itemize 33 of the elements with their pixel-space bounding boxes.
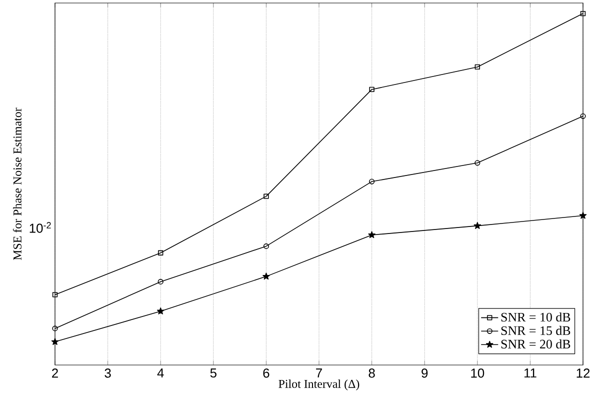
point xyxy=(156,307,164,314)
x-tick-label: 4 xyxy=(157,368,164,378)
x-axis-title: Pilot Interval (Δ) xyxy=(278,380,360,390)
x-tick-label: 7 xyxy=(316,368,322,378)
point xyxy=(474,222,482,229)
y-axis-title: MSE for Phase Noise Estimator xyxy=(12,108,22,260)
point xyxy=(369,86,374,92)
point xyxy=(580,10,586,16)
point xyxy=(158,278,164,284)
x-tick-label: 6 xyxy=(263,368,270,378)
x-tick-label: 11 xyxy=(524,368,536,378)
point xyxy=(263,243,269,249)
legend-label: SNR = 10 dB xyxy=(501,312,570,322)
point xyxy=(474,64,480,70)
x-tick-label: 5 xyxy=(210,368,216,378)
x-tick-label: 12 xyxy=(576,368,590,378)
point xyxy=(52,292,58,298)
point xyxy=(579,212,587,219)
point xyxy=(262,272,270,280)
point xyxy=(51,338,59,345)
x-tick-label: 10 xyxy=(471,368,484,378)
point xyxy=(264,194,269,199)
legend-label: SNR = 15 dB xyxy=(501,326,570,336)
x-tick-label: 9 xyxy=(422,368,428,378)
x-tick-label: 2 xyxy=(52,368,58,378)
text: 10$^{-2}$ xyxy=(30,222,51,233)
point xyxy=(368,231,376,238)
x-tick-label: 3 xyxy=(104,368,111,378)
point xyxy=(474,160,480,166)
x-tick-label: 8 xyxy=(368,368,375,378)
point xyxy=(369,178,375,184)
legend-label: SNR = 20 dB xyxy=(501,339,570,348)
point xyxy=(158,250,164,256)
